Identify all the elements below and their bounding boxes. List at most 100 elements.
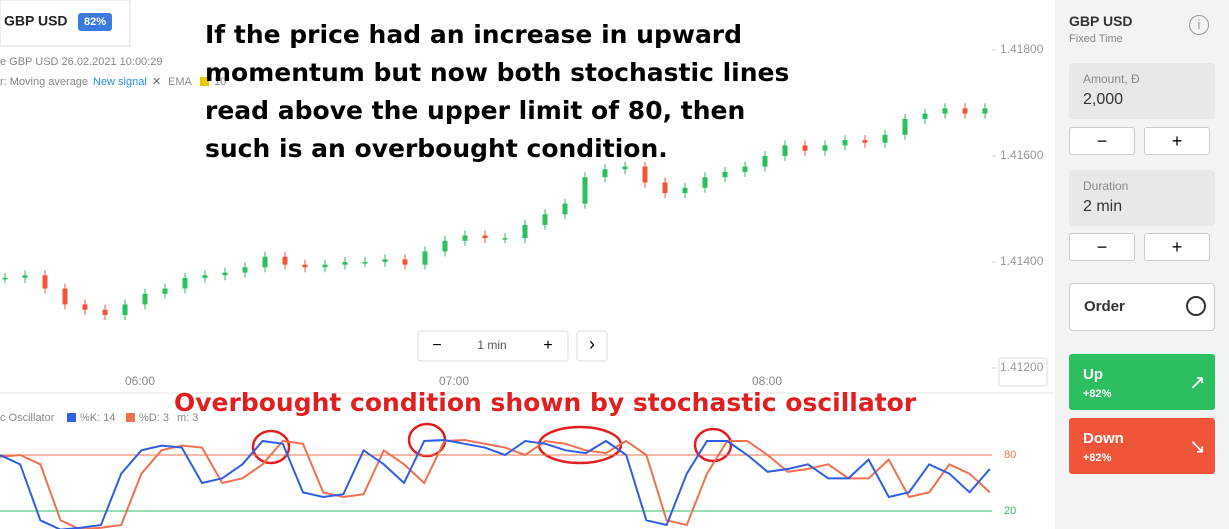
candle bbox=[582, 177, 588, 204]
down-payout: +82% bbox=[1083, 452, 1112, 464]
next-button[interactable] bbox=[576, 330, 608, 362]
candle bbox=[502, 238, 508, 240]
order: Order bbox=[1084, 298, 1125, 315]
candle bbox=[322, 264, 328, 268]
zoom-minus[interactable]: − bbox=[432, 337, 441, 354]
pair: GBP USD bbox=[4, 13, 68, 29]
candle bbox=[902, 118, 908, 135]
candle bbox=[422, 251, 428, 265]
up: Up bbox=[1083, 366, 1103, 383]
price-label: 1.41800 bbox=[1000, 42, 1044, 56]
trade-panel: GBP USD Fixed Time i Amount, Đ 2,000 − +… bbox=[1055, 0, 1229, 529]
candle bbox=[542, 214, 548, 225]
duration-label: Duration bbox=[1083, 179, 1129, 193]
d-label: %D: 3 bbox=[139, 412, 169, 424]
candle bbox=[342, 262, 348, 265]
highlights bbox=[251, 422, 733, 465]
candle bbox=[522, 224, 528, 239]
price-label: 1.41400 bbox=[1000, 254, 1044, 268]
amount-box[interactable]: Amount, Đ 2,000 bbox=[1069, 63, 1215, 119]
time-label: 07:00 bbox=[439, 374, 469, 388]
payout: 82% bbox=[84, 16, 106, 28]
candle bbox=[742, 166, 748, 172]
candle bbox=[162, 288, 168, 294]
candle bbox=[402, 259, 408, 265]
candle bbox=[662, 182, 668, 194]
d-line bbox=[0, 439, 991, 529]
amount-plus[interactable]: + bbox=[1144, 127, 1210, 155]
amount-label: Amount, Đ bbox=[1083, 72, 1140, 86]
d-swatch bbox=[126, 413, 135, 422]
down-button[interactable]: Down +82% ↘ bbox=[1069, 418, 1215, 474]
zoom-interval: 1 min bbox=[477, 338, 506, 352]
candle bbox=[682, 187, 688, 194]
clock-icon bbox=[1186, 296, 1206, 316]
candle bbox=[762, 156, 768, 167]
zoom-plus[interactable]: + bbox=[543, 337, 552, 354]
close[interactable]: ✕ bbox=[152, 76, 161, 88]
k-label: %K: 14 bbox=[80, 412, 115, 424]
candle bbox=[482, 235, 488, 239]
candle bbox=[462, 235, 468, 241]
duration-minus[interactable]: − bbox=[1069, 233, 1135, 261]
up-button[interactable]: Up +82% ↗ bbox=[1069, 354, 1215, 410]
time-label: 06:00 bbox=[125, 374, 155, 388]
down: Down bbox=[1083, 430, 1124, 447]
candle bbox=[822, 145, 828, 151]
candle bbox=[782, 145, 788, 156]
amount: 2,000 bbox=[1083, 91, 1124, 108]
ema-period: 10 bbox=[214, 76, 226, 88]
annotation: If the price had an increase in upward m… bbox=[205, 20, 790, 163]
chart: GBP USD 82% e GBP USD 26.02.2021 10:00:2… bbox=[0, 0, 1055, 529]
order-button[interactable]: Order bbox=[1069, 283, 1215, 331]
panel-mode: Fixed Time bbox=[1069, 33, 1123, 45]
duration-plus[interactable]: + bbox=[1144, 233, 1210, 261]
candle bbox=[142, 293, 148, 305]
duration-box[interactable]: Duration 2 min bbox=[1069, 170, 1215, 226]
candle bbox=[282, 256, 288, 265]
candle bbox=[262, 256, 268, 268]
candle bbox=[22, 275, 28, 278]
duration: 2 min bbox=[1083, 198, 1123, 215]
osc-name: c Oscillator bbox=[0, 412, 55, 424]
candle bbox=[382, 259, 388, 262]
candle bbox=[42, 275, 48, 289]
candle bbox=[442, 240, 448, 252]
m-label: m: 3 bbox=[177, 412, 198, 424]
candle bbox=[842, 140, 848, 146]
down-arrow: ↘ bbox=[1189, 436, 1206, 458]
ema-swatch bbox=[200, 77, 209, 86]
info-icon[interactable]: i bbox=[1189, 15, 1209, 35]
k-line bbox=[0, 439, 991, 529]
candle bbox=[942, 108, 948, 114]
candle bbox=[982, 108, 988, 114]
zoom-control bbox=[417, 330, 569, 362]
candle bbox=[202, 275, 208, 278]
ema: EMA bbox=[168, 76, 193, 88]
candle bbox=[922, 113, 928, 119]
candle bbox=[962, 108, 968, 114]
price-label: 1.41200 bbox=[1000, 360, 1044, 374]
candle bbox=[362, 262, 368, 264]
candle bbox=[62, 288, 68, 305]
candle bbox=[642, 166, 648, 183]
amount-minus[interactable]: − bbox=[1069, 127, 1135, 155]
candle bbox=[122, 304, 128, 315]
price-label: 1.41600 bbox=[1000, 148, 1044, 162]
level-label: 20 bbox=[1004, 505, 1016, 517]
candle bbox=[222, 272, 228, 276]
chart-info: e GBP USD 26.02.2021 10:00:29 bbox=[0, 56, 162, 68]
candle bbox=[82, 304, 88, 310]
reset-button[interactable] bbox=[998, 357, 1048, 387]
indicator: r: Moving average bbox=[0, 76, 88, 88]
candle bbox=[102, 309, 108, 315]
level-label: 80 bbox=[1004, 449, 1016, 461]
candle bbox=[242, 267, 248, 273]
new-signal[interactable]: New signal bbox=[93, 76, 147, 88]
panel-pair: GBP USD bbox=[1069, 13, 1133, 29]
highlight bbox=[693, 427, 733, 463]
next: › bbox=[589, 334, 595, 354]
candle bbox=[702, 177, 708, 188]
time-label: 08:00 bbox=[752, 374, 782, 388]
